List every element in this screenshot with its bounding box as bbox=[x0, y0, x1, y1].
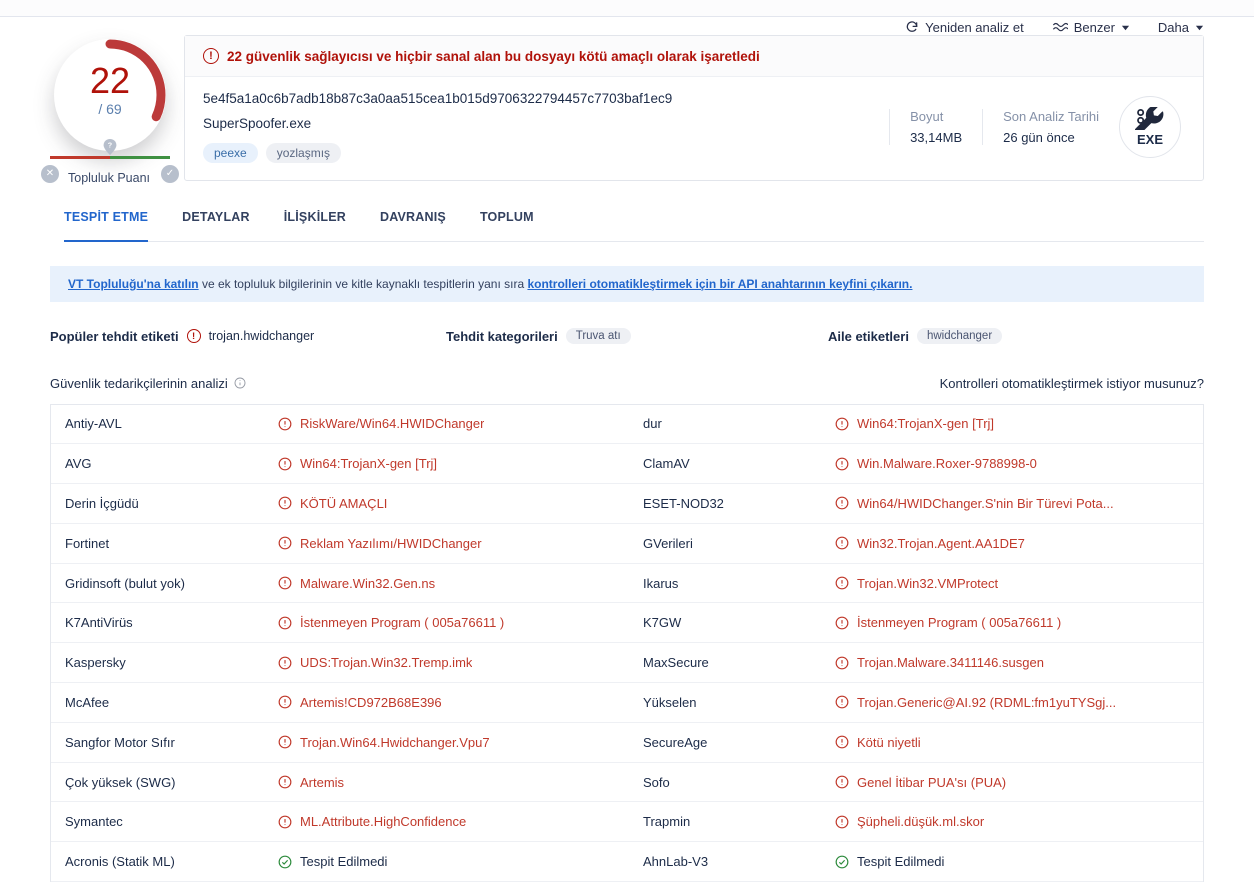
svg-text:?: ? bbox=[108, 140, 112, 149]
